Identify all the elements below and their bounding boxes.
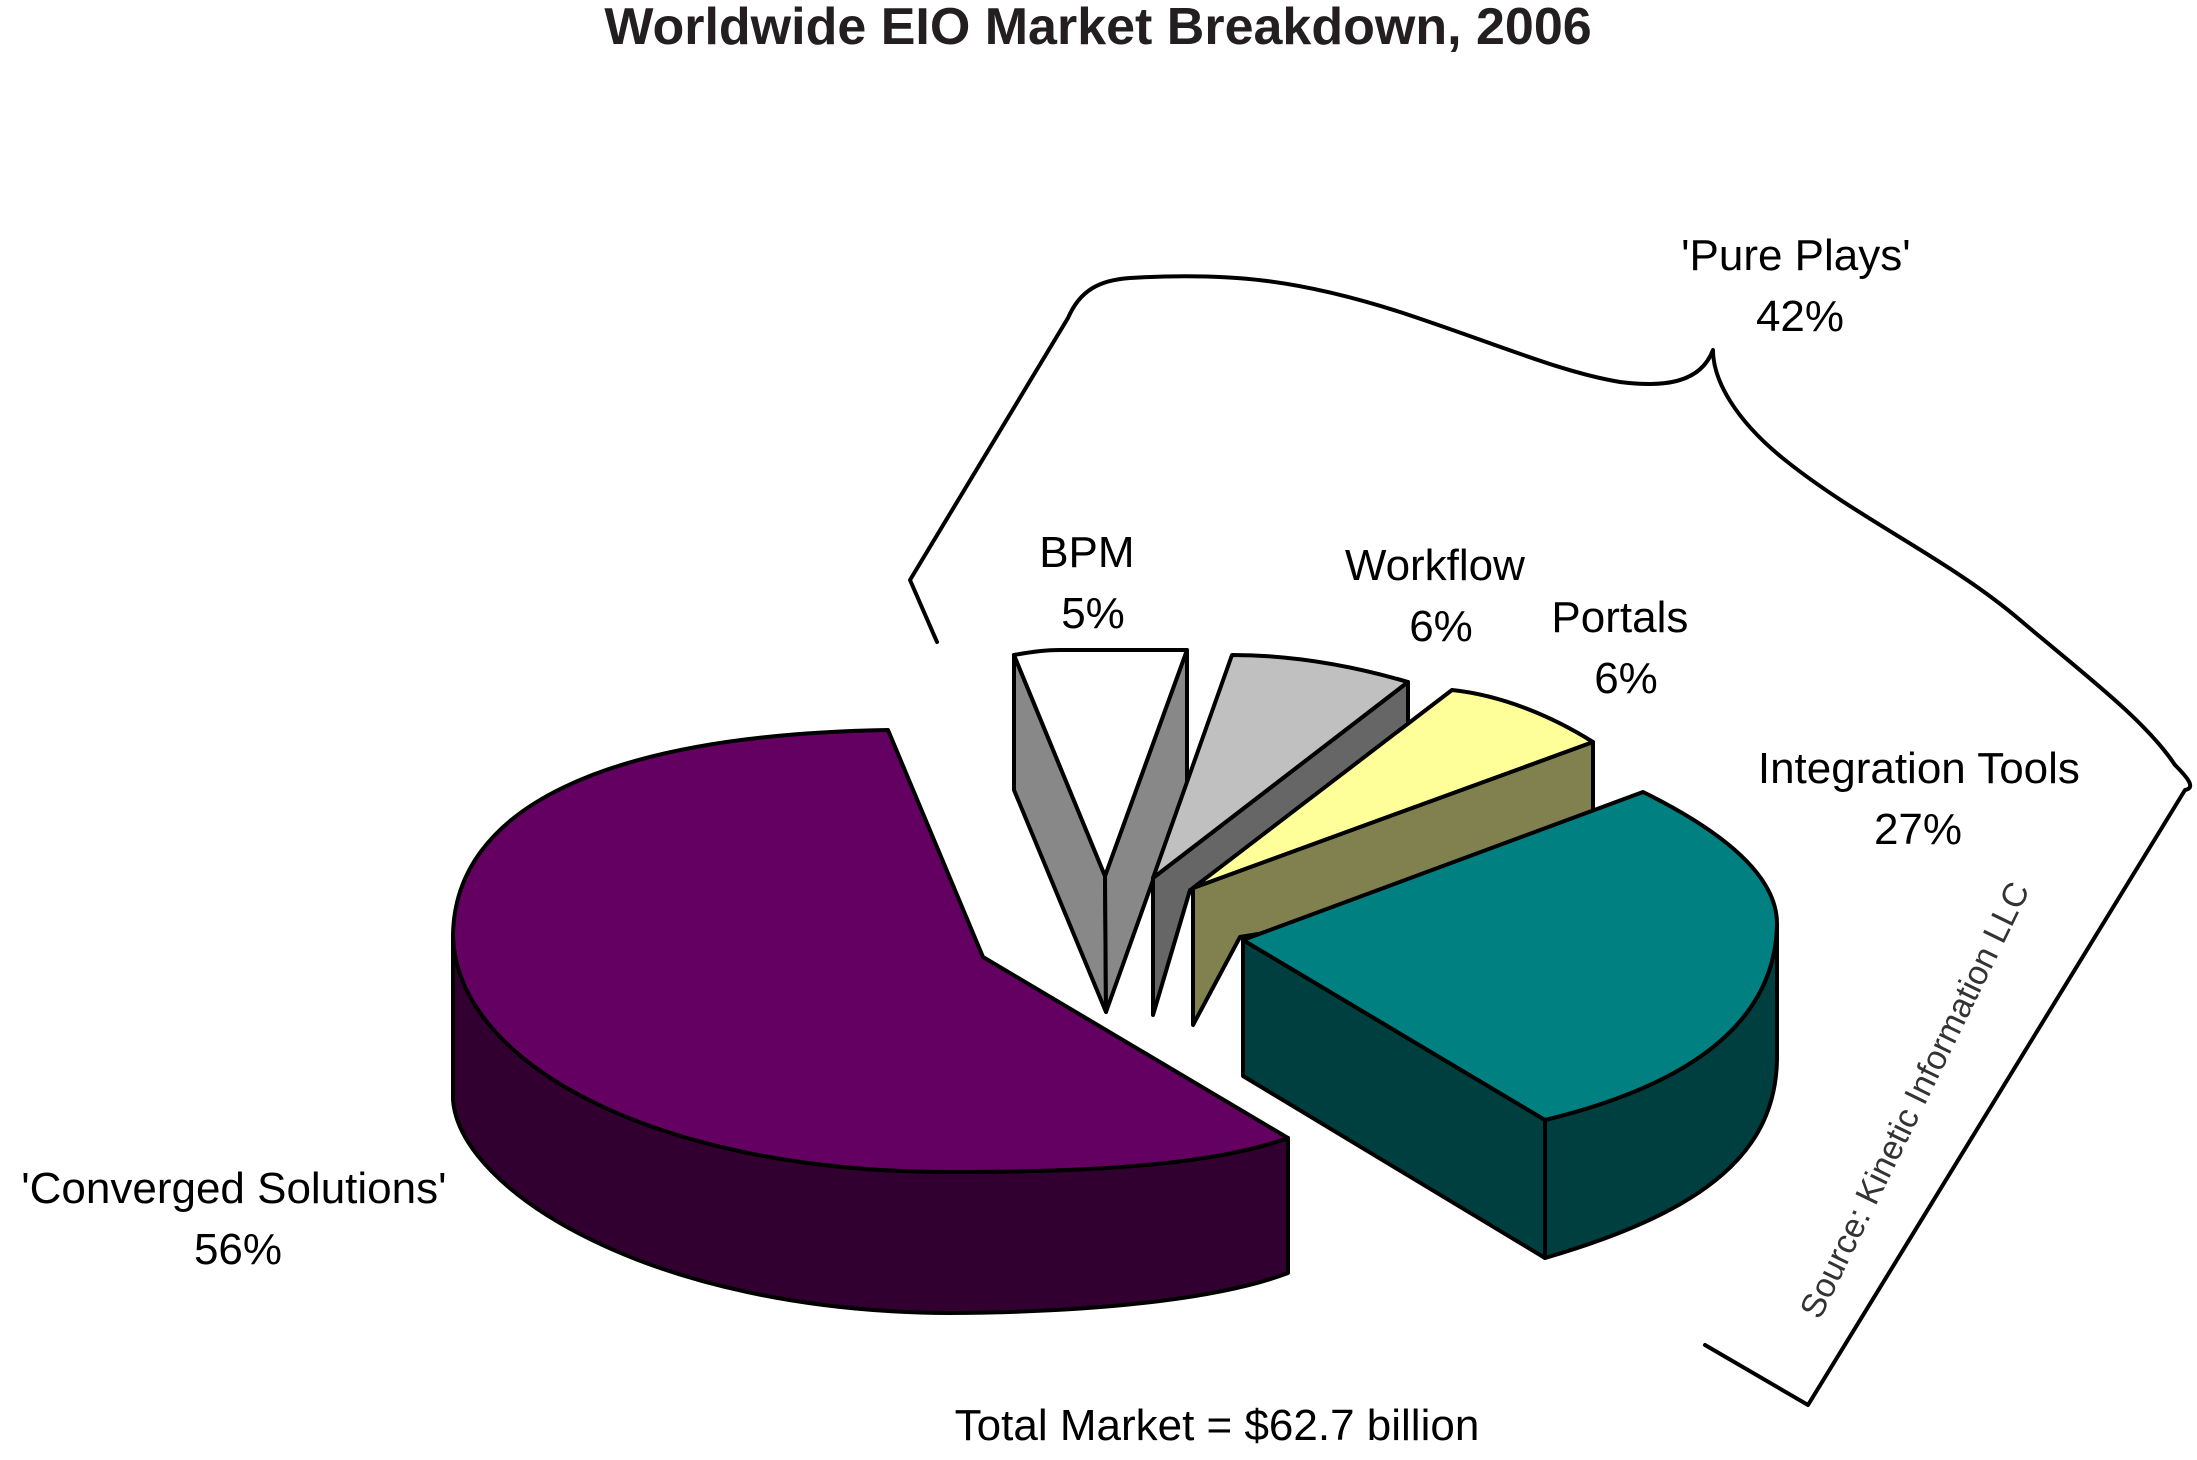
slice-integration-tools — [1241, 790, 1780, 1260]
label-workflow-name: Workflow — [1345, 541, 1525, 590]
slice-converged-solutions — [451, 728, 1290, 1315]
source-credit: Source: Kinetic Information LLC — [1793, 876, 2038, 1324]
slice-portals-top — [1191, 688, 1595, 890]
label-portals: Portals 6% — [1551, 593, 1700, 703]
slice-bpm — [1012, 648, 1189, 1014]
label-workflow-value: 6% — [1409, 602, 1473, 651]
label-converged-solutions: 'Converged Solutions' 56% — [21, 1164, 459, 1274]
total-market-label: Total Market = $62.7 billion — [955, 1401, 1480, 1450]
slice-integration-tools-top — [1241, 790, 1780, 1122]
label-portals-value: 6% — [1594, 654, 1658, 703]
label-converged-solutions-name: 'Converged Solutions' — [21, 1164, 446, 1213]
label-integration-tools-name: Integration Tools — [1758, 744, 2080, 793]
label-bpm-name: BPM — [1039, 528, 1134, 577]
label-workflow: Workflow 6% — [1345, 541, 1537, 651]
label-pure-plays-value: 42% — [1756, 292, 1844, 341]
slice-workflow-top — [1151, 653, 1410, 880]
slice-labels: 'Converged Solutions' 56% BPM 5% Workflo… — [21, 231, 2092, 1274]
label-bpm: BPM 5% — [1039, 528, 1147, 638]
pure-plays-brace — [908, 274, 2193, 1407]
label-pure-plays: 'Pure Plays' 42% — [1681, 231, 1923, 341]
slice-workflow — [1151, 653, 1410, 1017]
slice-converged-solutions-top — [451, 728, 1290, 1174]
label-pure-plays-name: 'Pure Plays' — [1681, 231, 1911, 280]
label-portals-name: Portals — [1551, 593, 1688, 642]
label-converged-solutions-value: 56% — [194, 1225, 282, 1274]
label-integration-tools-value: 27% — [1874, 805, 1962, 854]
pie-slices — [451, 648, 1780, 1315]
slice-bpm-top — [1012, 648, 1189, 878]
chart-title: Worldwide EIO Market Breakdown, 2006 — [604, 0, 1591, 56]
label-bpm-value: 5% — [1061, 589, 1125, 638]
label-integration-tools: Integration Tools 27% — [1758, 744, 2092, 854]
